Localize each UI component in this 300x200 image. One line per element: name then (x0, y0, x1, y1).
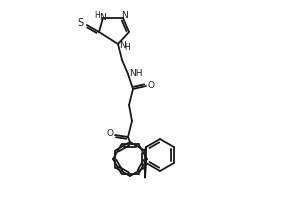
Text: H: H (94, 10, 100, 20)
Text: H: H (124, 44, 130, 52)
Text: NH: NH (129, 68, 143, 77)
Text: S: S (78, 18, 84, 28)
Text: N: N (122, 10, 128, 20)
Text: N: N (99, 12, 105, 21)
Text: O: O (148, 80, 154, 90)
Text: N: N (120, 40, 126, 49)
Text: O: O (106, 130, 113, 138)
